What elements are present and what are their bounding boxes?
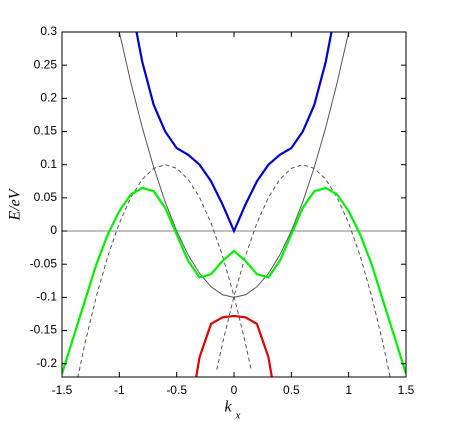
x-tick-label: -1 xyxy=(114,383,125,397)
x-tick-label: -0.5 xyxy=(166,383,187,397)
x-tick-label: -1.5 xyxy=(52,383,73,397)
y-tick-label: 0.15 xyxy=(34,124,58,138)
y-tick-label: -0.2 xyxy=(36,356,57,370)
y-tick-label: 0 xyxy=(50,223,57,237)
series-line xyxy=(135,32,333,234)
y-tick-label: -0.05 xyxy=(30,256,58,270)
plot-area xyxy=(62,32,406,377)
x-axis-label: k xyxy=(224,399,232,416)
y-tick-label: -0.1 xyxy=(36,290,57,304)
series-line xyxy=(62,186,406,375)
y-tick-label: 0.05 xyxy=(34,190,58,204)
y-tick-label: 0.1 xyxy=(40,157,57,171)
x-axis-label-subscript: x xyxy=(235,410,241,422)
x-tick-label: 0 xyxy=(231,383,238,397)
x-tick-label: 0.5 xyxy=(283,383,300,397)
y-tick-label: 0.2 xyxy=(40,91,57,105)
x-tick-label: 1 xyxy=(345,383,352,397)
y-tick-label: 0.25 xyxy=(34,57,58,71)
y-axis-label: E/eV xyxy=(7,187,24,221)
series-line xyxy=(195,314,273,377)
y-tick-label: 0.3 xyxy=(40,24,57,38)
y-tick-label: -0.15 xyxy=(30,323,58,337)
x-tick-label: 1.5 xyxy=(398,383,415,397)
